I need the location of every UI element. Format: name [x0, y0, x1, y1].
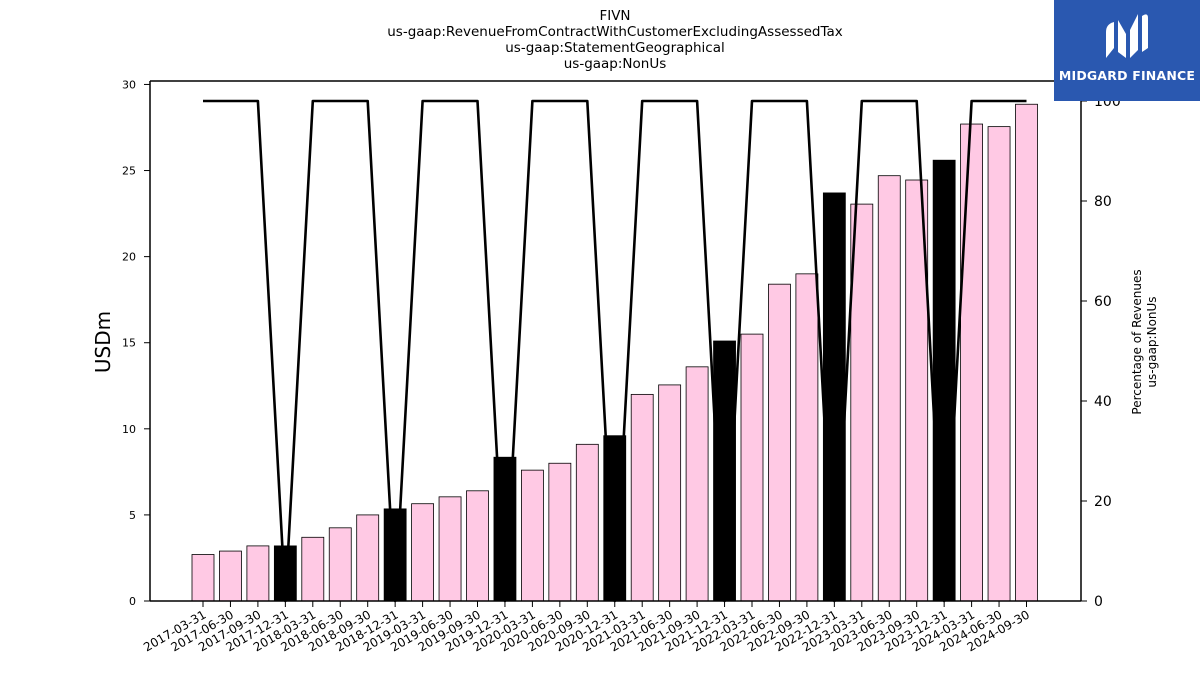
chart-subtitle-member: us-gaap:NonUs: [563, 56, 667, 72]
bar: [1015, 103, 1038, 602]
y-tick-label: 0: [129, 595, 136, 608]
y-tick-label: 5: [129, 509, 136, 522]
axes-layer: [144, 80, 1087, 607]
bar: [411, 503, 435, 602]
bar: [987, 126, 1011, 602]
y-tick-label: 15: [122, 337, 136, 350]
logo-mark-icon: [1106, 14, 1148, 58]
bar: [246, 545, 270, 602]
bar: [191, 554, 215, 602]
y-tick-label: 20: [122, 251, 136, 264]
y2-axis-label-member: us-gaap:NonUs: [1145, 296, 1159, 387]
y-tick-label: 30: [122, 78, 136, 91]
y2-tick-label: 40: [1094, 394, 1112, 410]
bar: [466, 490, 489, 602]
y2-tick-label: 0: [1094, 594, 1103, 610]
bar: [438, 496, 462, 602]
y2-axis-label: Percentage of Revenues: [1130, 269, 1144, 414]
bar: [740, 333, 764, 602]
bar: [822, 192, 846, 602]
bar: [768, 283, 791, 602]
bar: [960, 123, 983, 602]
bar: [685, 366, 709, 602]
bar: [548, 462, 572, 602]
bar: [301, 536, 325, 602]
bar: [795, 273, 819, 602]
bar-layer: [191, 103, 1038, 602]
bar: [932, 159, 956, 602]
y-axis-label: USDm: [91, 311, 115, 373]
y-tick-label: 25: [122, 165, 136, 178]
chart-subtitle-concept: us-gaap:RevenueFromContractWithCustomerE…: [387, 24, 843, 40]
bar: [356, 514, 380, 602]
bar: [575, 443, 599, 602]
bar: [219, 550, 242, 602]
bar: [630, 393, 654, 602]
bar: [328, 527, 352, 602]
y2-tick-label: 80: [1094, 194, 1112, 210]
midgard-finance-logo: MIDGARD FINANCE: [1054, 0, 1200, 101]
bar: [658, 384, 682, 602]
chart-title: FIVN: [599, 8, 631, 24]
chart-subtitle-axis: us-gaap:StatementGeographical: [505, 40, 725, 56]
y2-tick-label: 20: [1094, 494, 1112, 510]
bar: [521, 469, 544, 602]
bar: [877, 175, 901, 602]
logo-text: MIDGARD FINANCE: [1058, 68, 1196, 83]
y2-tick-label: 60: [1094, 294, 1112, 310]
y-tick-label: 10: [122, 423, 136, 436]
